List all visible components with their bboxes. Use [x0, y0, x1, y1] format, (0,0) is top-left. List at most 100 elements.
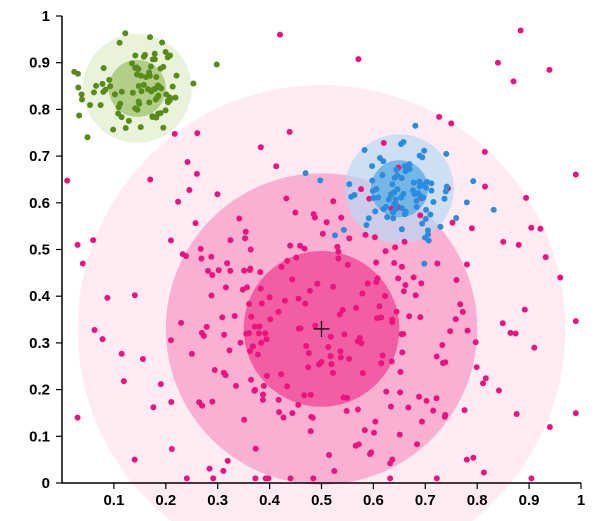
data-point	[307, 288, 313, 294]
data-point	[216, 267, 222, 273]
data-point	[412, 123, 418, 129]
data-point	[151, 87, 157, 93]
data-point	[227, 268, 233, 274]
data-point	[92, 327, 98, 333]
y-tick-label: 0.7	[29, 148, 50, 165]
data-point	[158, 381, 164, 387]
data-point	[434, 475, 440, 481]
data-point	[296, 296, 302, 302]
data-point	[93, 83, 99, 89]
data-point	[324, 219, 330, 225]
data-point	[123, 125, 129, 131]
data-point	[440, 360, 446, 366]
data-point	[395, 275, 401, 281]
data-point	[482, 149, 488, 155]
data-point	[373, 279, 379, 285]
data-point	[514, 411, 520, 417]
data-point	[241, 268, 247, 274]
data-point	[172, 95, 178, 101]
data-point	[170, 84, 176, 90]
data-point	[405, 404, 411, 410]
data-point	[402, 239, 408, 245]
data-point	[84, 134, 90, 140]
data-point	[423, 216, 429, 222]
data-point	[340, 307, 346, 313]
data-point	[335, 249, 341, 255]
data-point	[168, 399, 174, 405]
data-point	[360, 370, 366, 376]
data-point	[129, 60, 135, 66]
data-point	[462, 407, 468, 413]
data-point	[152, 56, 158, 62]
data-point	[434, 260, 440, 266]
data-point	[389, 358, 395, 364]
x-tick-label: 0.1	[103, 492, 124, 509]
data-point	[341, 331, 347, 337]
data-point	[457, 301, 463, 307]
data-point	[277, 32, 283, 38]
data-point	[308, 392, 314, 398]
data-point	[480, 380, 486, 386]
data-point	[402, 163, 408, 169]
data-point	[362, 147, 368, 153]
data-point	[255, 352, 261, 358]
data-point	[232, 313, 238, 319]
data-point	[320, 231, 326, 237]
data-point	[233, 383, 239, 389]
data-point	[328, 361, 334, 367]
y-tick-label: 0.6	[29, 195, 50, 212]
data-point	[421, 261, 427, 267]
data-point	[204, 324, 210, 330]
data-point	[287, 129, 293, 135]
data-point	[328, 334, 334, 340]
data-point	[338, 354, 344, 360]
data-point	[288, 475, 294, 481]
cluster-scatter-chart: 0.10.20.30.40.50.60.70.80.9100.10.20.30.…	[0, 0, 601, 521]
data-point	[374, 315, 380, 321]
data-point	[393, 309, 399, 315]
data-point	[248, 314, 254, 320]
data-point	[573, 171, 579, 177]
data-point	[250, 343, 256, 349]
data-point	[224, 260, 230, 266]
data-point	[76, 113, 82, 119]
data-point	[406, 313, 412, 319]
data-point	[193, 220, 199, 226]
data-point	[223, 372, 229, 378]
data-point	[394, 186, 400, 192]
data-point	[414, 198, 420, 204]
data-point	[390, 215, 396, 221]
data-point	[537, 226, 543, 232]
data-point	[280, 414, 286, 420]
data-point	[528, 225, 534, 231]
data-point	[159, 39, 165, 45]
data-point	[140, 356, 146, 362]
data-point	[220, 468, 226, 474]
data-point	[297, 243, 303, 249]
data-point	[464, 261, 470, 267]
data-point	[258, 286, 264, 292]
data-point	[331, 468, 337, 474]
data-point	[227, 237, 233, 243]
x-tick-label: 0.5	[311, 492, 332, 509]
data-point	[402, 211, 408, 217]
data-point	[119, 114, 125, 120]
data-point	[163, 91, 169, 97]
data-point	[422, 235, 428, 241]
data-point	[212, 367, 218, 373]
data-point	[427, 212, 433, 218]
data-point	[121, 378, 127, 384]
data-point	[248, 377, 254, 383]
data-point	[417, 314, 423, 320]
data-point	[465, 328, 471, 334]
data-point	[423, 185, 429, 191]
data-point	[165, 54, 171, 60]
data-point	[388, 404, 394, 410]
data-point	[447, 328, 453, 334]
data-point	[242, 235, 248, 241]
data-point	[100, 336, 106, 342]
data-point	[223, 284, 229, 290]
data-point	[318, 359, 324, 365]
data-point	[337, 348, 343, 354]
data-point	[473, 339, 479, 345]
